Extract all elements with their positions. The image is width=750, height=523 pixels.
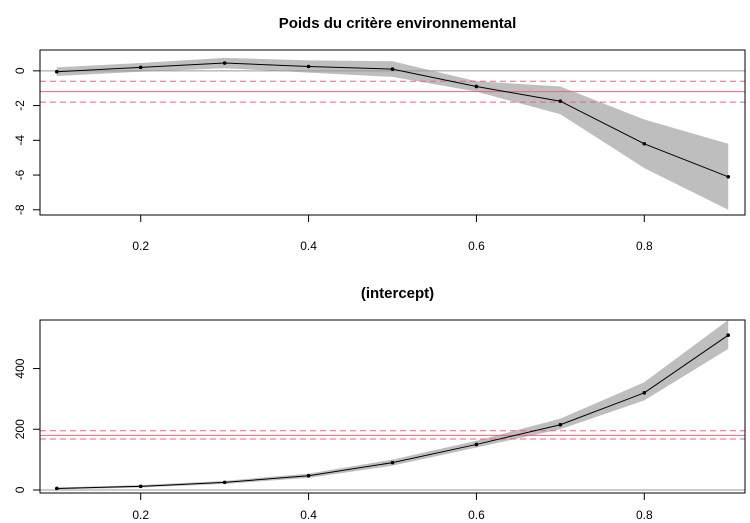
data-point bbox=[138, 65, 143, 70]
data-point bbox=[54, 486, 59, 491]
data-point bbox=[222, 61, 227, 65]
data-point bbox=[138, 484, 143, 489]
data-point bbox=[54, 69, 59, 74]
plot-frame bbox=[39, 319, 746, 494]
x-tick-label: 0.6 bbox=[468, 239, 485, 253]
x-tick-label: 0.8 bbox=[636, 239, 653, 253]
x-tick-label: 0.8 bbox=[636, 508, 653, 522]
data-point bbox=[642, 141, 647, 146]
x-tick-label: 0.2 bbox=[132, 239, 149, 253]
data-point bbox=[558, 99, 563, 104]
x-tick-label: 0.4 bbox=[300, 239, 317, 253]
data-point bbox=[306, 473, 311, 478]
chart-title: Poids du critère environnemental bbox=[279, 15, 517, 32]
y-tick-label: -4 bbox=[13, 135, 27, 146]
data-point bbox=[222, 480, 227, 485]
y-tick-label: 0 bbox=[13, 67, 27, 74]
data-point bbox=[726, 333, 731, 337]
y-tick-label: 200 bbox=[13, 419, 27, 439]
y-tick-label: -2 bbox=[13, 100, 27, 111]
confidence-band bbox=[56, 320, 729, 490]
chart-panel-2: (intercept) 0.2 0.4 0.6 0.8 0 200 400 bbox=[13, 285, 746, 522]
data-point bbox=[390, 67, 395, 71]
x-tick-label: 0.6 bbox=[468, 508, 485, 522]
plot-frame bbox=[39, 49, 746, 216]
y-tick-label: -8 bbox=[13, 204, 27, 215]
x-tick-label: 0.2 bbox=[132, 508, 149, 522]
x-tick-label: 0.4 bbox=[300, 508, 317, 522]
y-tick-label: -6 bbox=[13, 169, 27, 180]
chart-panel-1: Poids du critère environnemental 0.2 0.4 0.… bbox=[13, 15, 746, 253]
data-point bbox=[306, 64, 311, 69]
confidence-band bbox=[56, 57, 729, 210]
chart-title: (intercept) bbox=[361, 285, 434, 302]
data-point bbox=[642, 391, 647, 395]
data-point bbox=[726, 174, 731, 179]
data-point bbox=[474, 442, 479, 447]
y-tick-label: 0 bbox=[13, 486, 27, 493]
data-point bbox=[474, 84, 479, 89]
data-point bbox=[558, 422, 563, 427]
y-tick-label: 400 bbox=[13, 358, 27, 378]
data-point bbox=[390, 460, 395, 465]
